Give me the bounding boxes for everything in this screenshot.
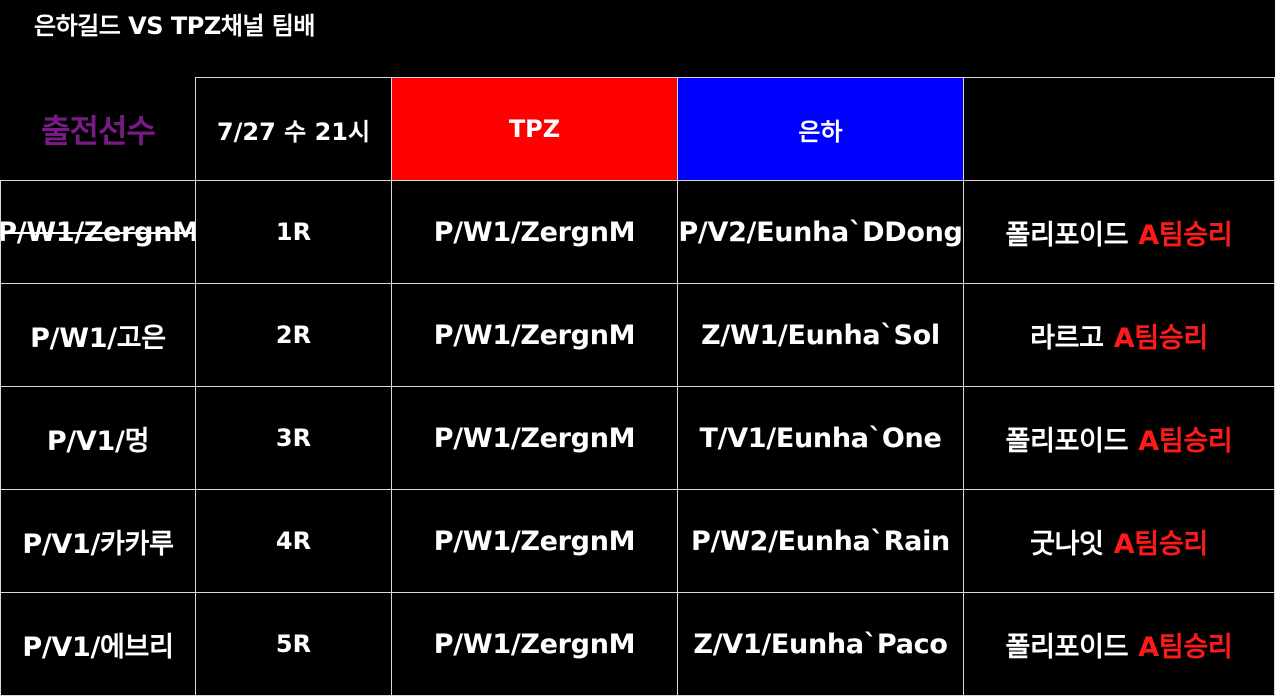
team-eunha-player-cell-text: T/V1/Eunha`One: [699, 422, 942, 454]
team-tpz-player-cell: P/W1/ZergnM: [391, 180, 678, 284]
round-cell-text: 1R: [275, 218, 312, 246]
player-cell-text: P/V1/멍: [46, 425, 150, 457]
result-cell: 폴리포이드 A팀승리: [963, 180, 1275, 284]
team-tpz-player-cell: P/W1/ZergnM: [391, 489, 678, 593]
team-tpz-player-cell-text: P/W1/ZergnM: [433, 422, 636, 454]
player-cell-text: P/V1/에브리: [22, 631, 174, 663]
team-tpz-player-cell-text: P/W1/ZergnM: [433, 525, 636, 557]
team-tpz-player-cell-text: P/W1/ZergnM: [433, 216, 636, 248]
round-cell: 5R: [195, 592, 392, 696]
player-cell: P/V1/멍: [0, 386, 196, 490]
team-tpz-player-cell: P/W1/ZergnM: [391, 592, 678, 696]
round-cell-text: 4R: [275, 527, 312, 555]
player-cell: P/V1/에브리: [0, 592, 196, 696]
player-cell-text: P/V1/카카루: [22, 528, 174, 560]
round-cell-text: 3R: [275, 424, 312, 452]
map-name: 라르고: [1030, 322, 1104, 354]
team-eunha-player-cell: T/V1/Eunha`One: [677, 386, 964, 490]
player-cell-text: P/W1/ZergnM: [0, 216, 196, 248]
win-label: A팀승리: [1138, 425, 1233, 457]
result-cell: 폴리포이드 A팀승리: [963, 386, 1275, 490]
map-name: 굿나잇: [1030, 528, 1104, 560]
team-eunha-player-cell: P/V2/Eunha`DDong: [677, 180, 964, 284]
win-label: A팀승리: [1113, 528, 1209, 560]
map-name: 폴리포이드: [1005, 219, 1129, 251]
team-tpz-player-cell: P/W1/ZergnM: [391, 386, 678, 490]
round-cell-text: 5R: [275, 630, 312, 658]
team-tpz-player-cell-text: P/W1/ZergnM: [433, 319, 636, 351]
team-eunha-player-cell-text: P/W2/Eunha`Rain: [691, 525, 950, 557]
result-cell: 폴리포이드 A팀승리: [963, 592, 1275, 696]
round-cell: 4R: [195, 489, 392, 593]
header-result: [963, 77, 1275, 181]
round-cell: 2R: [195, 283, 392, 387]
team-eunha-player-cell: Z/V1/Eunha`Paco: [677, 592, 964, 696]
team-eunha-player-cell-text: Z/W1/Eunha`Sol: [701, 319, 940, 351]
round-cell: 3R: [195, 386, 392, 490]
team-eunha-player-cell-text: Z/V1/Eunha`Paco: [693, 628, 948, 660]
win-label: A팀승리: [1138, 631, 1233, 663]
result-cell: 굿나잇 A팀승리: [963, 489, 1275, 593]
map-name: 폴리포이드: [1005, 425, 1129, 457]
team-eunha-player-cell: P/W2/Eunha`Rain: [677, 489, 964, 593]
player-cell: P/W1/고은: [0, 283, 196, 387]
header-team-tpz: TPZ: [391, 77, 678, 181]
win-label: A팀승리: [1113, 322, 1209, 354]
team-tpz-player-cell-text: P/W1/ZergnM: [433, 628, 636, 660]
player-cell: P/V1/카카루: [0, 489, 196, 593]
win-label: A팀승리: [1138, 219, 1233, 251]
map-name: 폴리포이드: [1005, 631, 1129, 663]
team-eunha-player-cell-text: P/V2/Eunha`DDong: [678, 216, 963, 248]
round-cell: 1R: [195, 180, 392, 284]
team-eunha-player-cell: Z/W1/Eunha`Sol: [677, 283, 964, 387]
result-cell: 라르고 A팀승리: [963, 283, 1275, 387]
header-team-eunha: 은하: [677, 77, 964, 181]
round-cell-text: 2R: [275, 321, 312, 349]
page-title: 은하길드 VS TPZ채널 팀배: [34, 12, 315, 40]
team-tpz-player-cell: P/W1/ZergnM: [391, 283, 678, 387]
player-cell: P/W1/ZergnM: [0, 180, 196, 284]
header-date: 7/27 수 21시: [195, 77, 392, 181]
player-cell-text: P/W1/고은: [30, 322, 166, 354]
header-label-players: 출전선수: [41, 112, 156, 150]
